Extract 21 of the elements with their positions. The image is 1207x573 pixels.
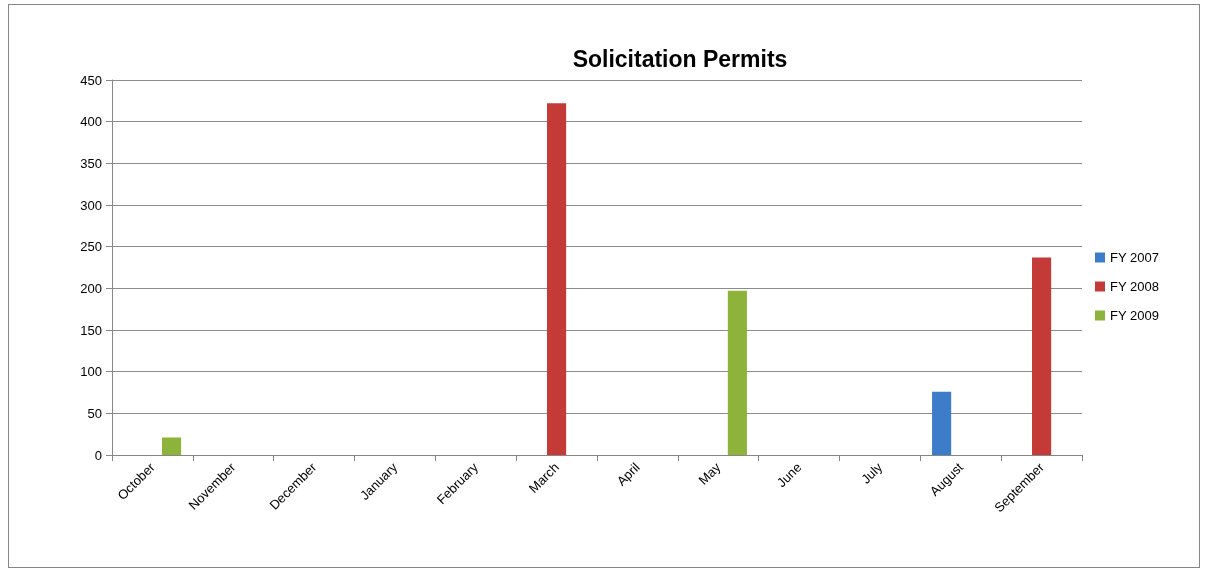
- y-tick-label: 350: [80, 155, 102, 171]
- bar: [932, 391, 952, 455]
- x-tick-label: July: [858, 459, 886, 487]
- legend-label: FY 2009: [1110, 308, 1159, 323]
- y-tick-label: 450: [80, 72, 102, 88]
- y-tick-label: 250: [80, 239, 102, 255]
- y-tick-label: 100: [80, 364, 102, 380]
- y-tick-label: 200: [80, 280, 102, 296]
- y-tick-label: 400: [80, 114, 102, 130]
- y-tick-label: 0: [94, 447, 102, 463]
- legend-label: FY 2007: [1110, 250, 1159, 265]
- bar: [727, 290, 747, 455]
- y-tick-label: 150: [80, 322, 102, 338]
- x-tick-label: May: [695, 459, 724, 488]
- y-tick-label: 50: [87, 405, 102, 421]
- bar: [547, 103, 567, 455]
- chart-title: Solicitation Permits: [572, 45, 788, 72]
- bar: [1032, 257, 1052, 455]
- bar: [161, 437, 182, 455]
- legend-label: FY 2008: [1110, 279, 1159, 294]
- y-tick-label: 300: [80, 197, 102, 213]
